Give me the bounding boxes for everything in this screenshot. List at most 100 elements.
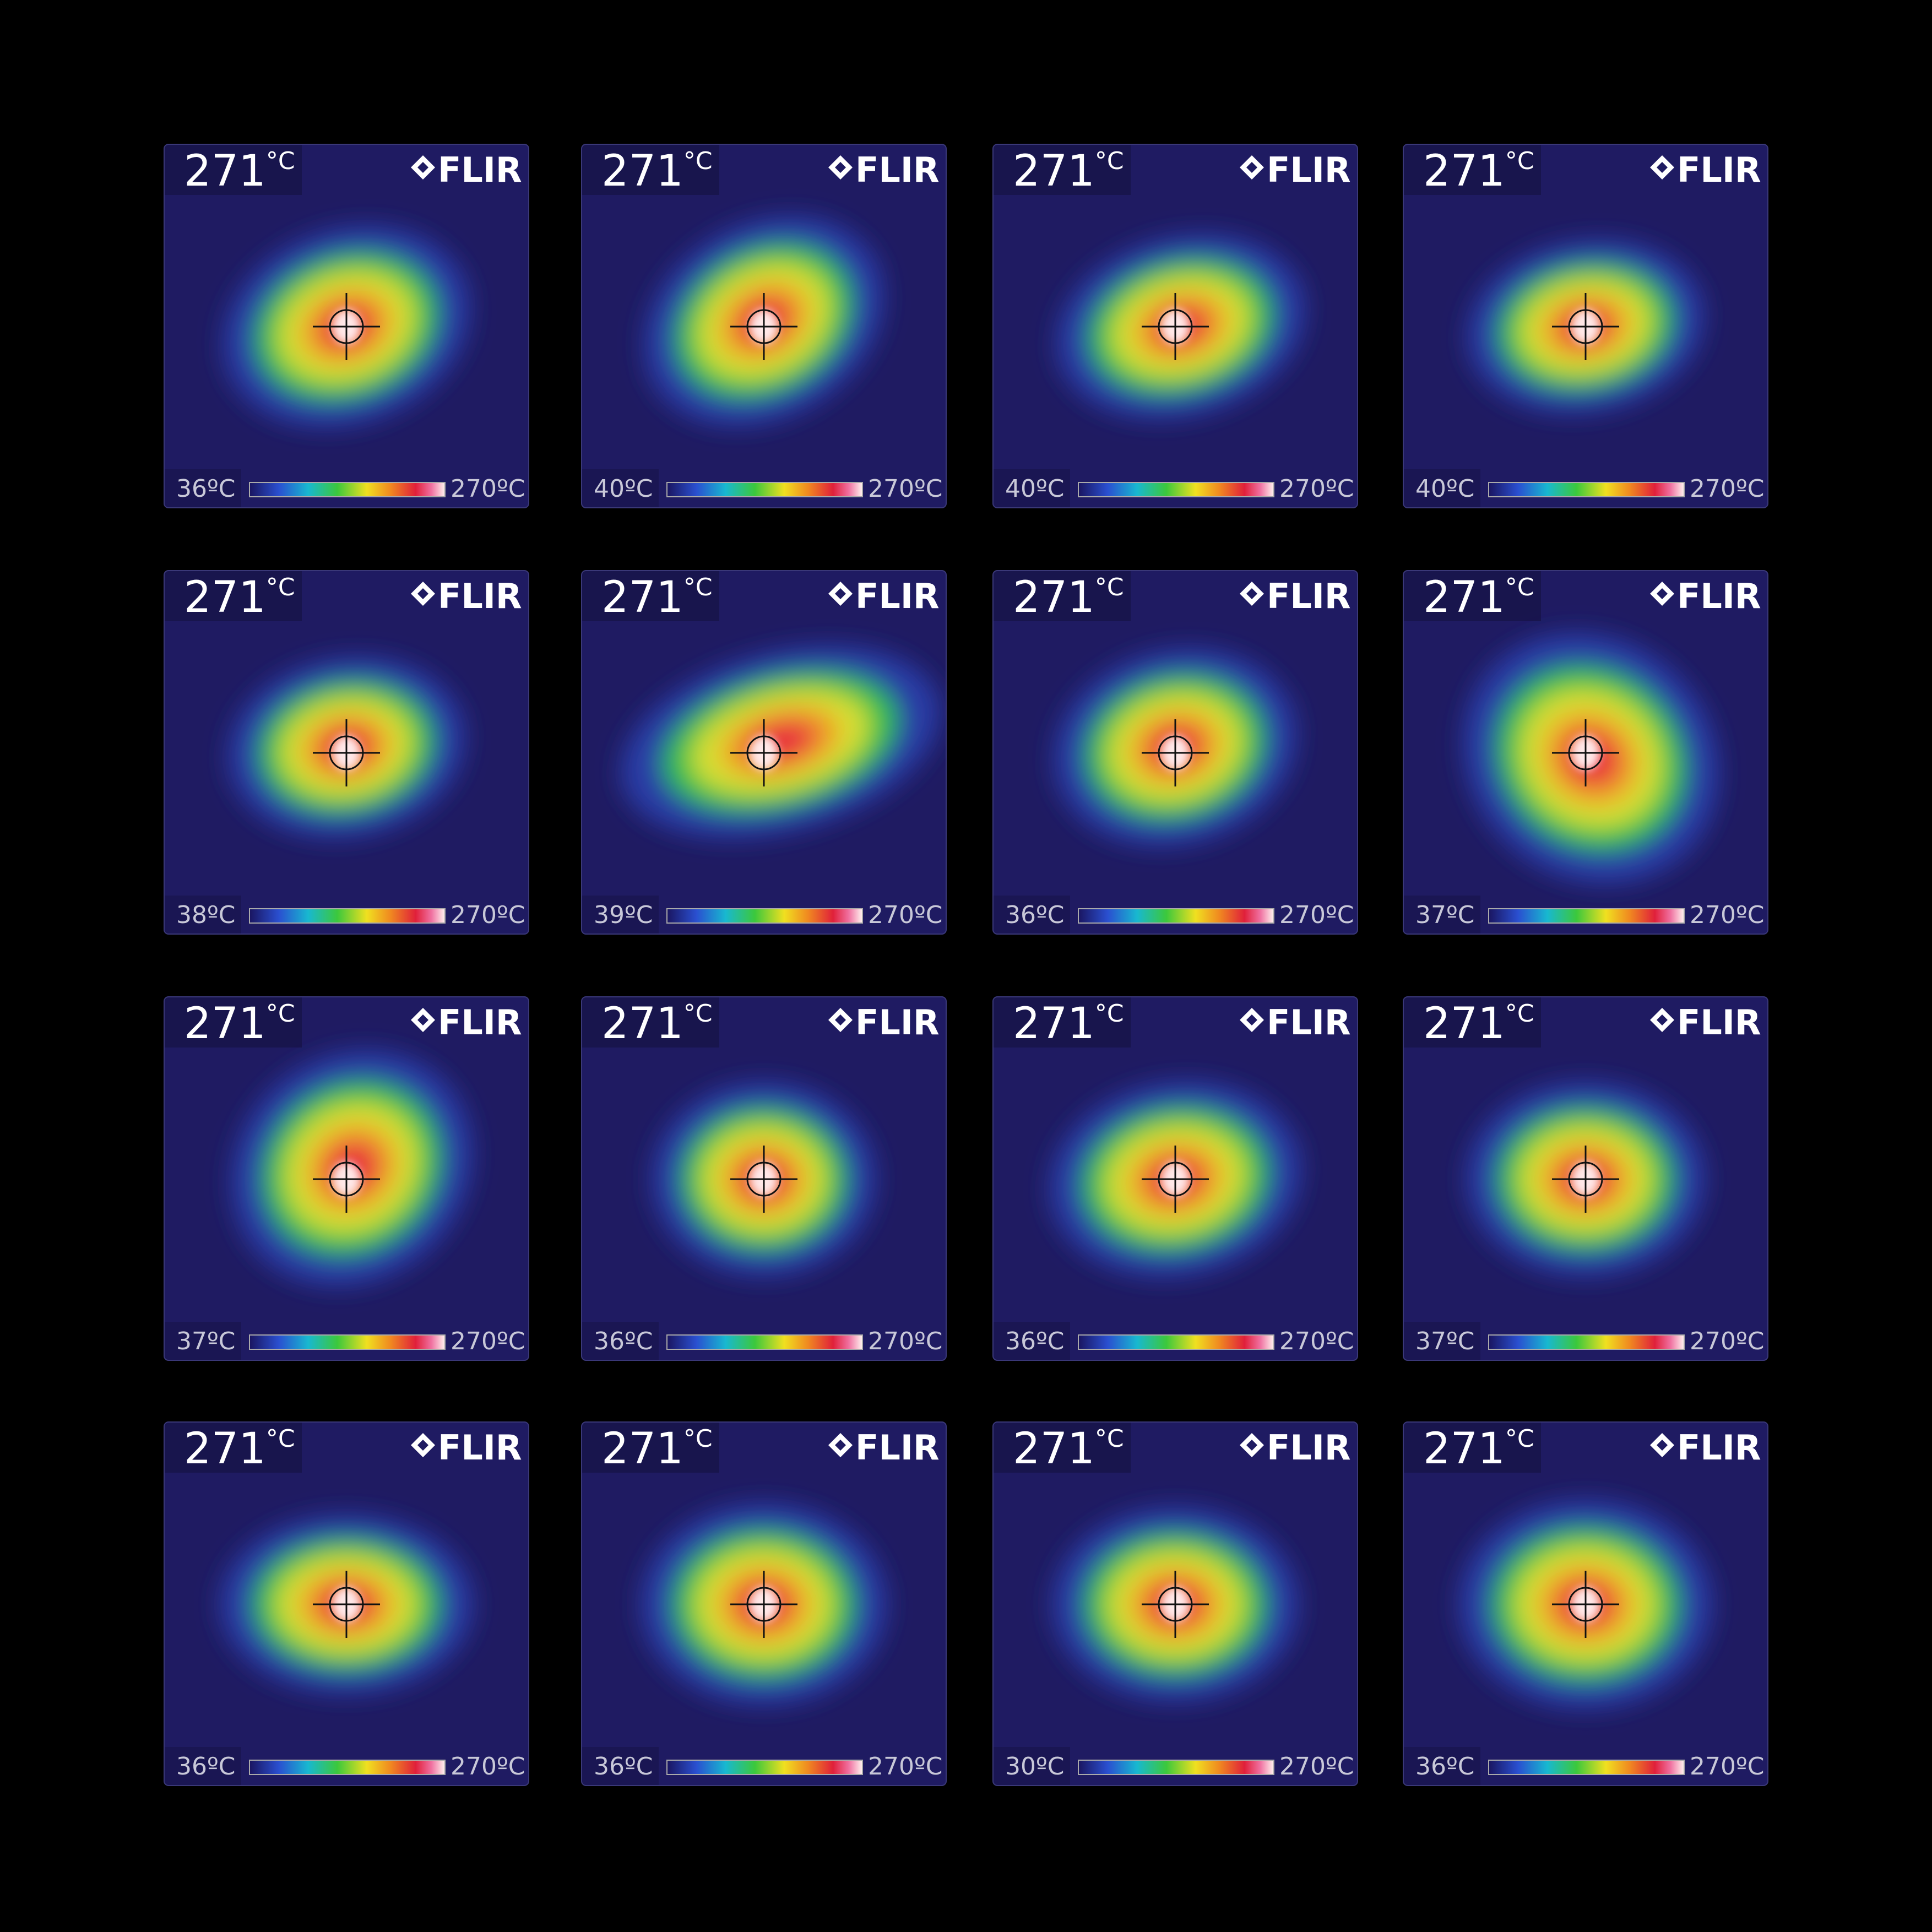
spot-unit: °C	[1095, 573, 1124, 601]
spot-unit: °C	[683, 147, 713, 175]
min-temperature: 37ºC	[176, 1327, 235, 1355]
thermal-panel: 271°C FLIR 40ºC 270ºC	[1403, 144, 1768, 508]
flir-logo-mark	[411, 155, 435, 180]
panel-border	[992, 996, 1358, 1361]
color-scale	[666, 908, 863, 924]
min-temperature: 37ºC	[1415, 1327, 1474, 1355]
thermal-panel: 271°C FLIR 30ºC 270ºC	[992, 1421, 1358, 1786]
thermal-panel: 271°C FLIR 36ºC 270ºC	[581, 996, 947, 1361]
thermal-image	[582, 571, 946, 934]
max-temperature: 270ºC	[1690, 475, 1764, 503]
color-scale	[1078, 482, 1274, 497]
max-temperature: 270ºC	[1279, 901, 1354, 929]
spot-unit: °C	[266, 147, 295, 175]
thermal-panel: 271°C FLIR 40ºC 270ºC	[992, 144, 1358, 508]
spot-unit: °C	[683, 1000, 713, 1028]
spot-value: 271	[184, 146, 266, 196]
panel-border	[1403, 570, 1768, 935]
spot-temperature: 271°C	[1423, 573, 1534, 622]
spot-temperature: 271°C	[601, 1424, 713, 1474]
flir-logo: FLIR	[1267, 1428, 1351, 1468]
heat-blob	[1052, 1507, 1298, 1701]
flir-logo-mark	[828, 1008, 853, 1032]
min-label-bg	[1403, 896, 1480, 934]
min-label-bg	[1403, 1747, 1480, 1786]
spot-temperature: 271°C	[1013, 999, 1124, 1049]
spot-value: 271	[601, 146, 683, 196]
flir-logo: FLIR	[1677, 1002, 1761, 1043]
flir-logo: FLIR	[438, 576, 522, 616]
panel-border	[581, 1421, 947, 1786]
min-label-bg	[164, 469, 241, 508]
min-label-bg	[1403, 1322, 1480, 1360]
spot-value: 271	[1013, 999, 1095, 1049]
thermal-image	[164, 997, 529, 1360]
spot-label-bg	[582, 571, 719, 621]
thermal-panel: 271°C FLIR 37ºC 270ºC	[1403, 570, 1768, 935]
color-scale	[1488, 1334, 1685, 1350]
thermal-image	[582, 997, 946, 1360]
thermal-panel: 271°C FLIR 36ºC 270ºC	[992, 996, 1358, 1361]
color-scale	[1078, 1334, 1274, 1350]
max-temperature: 270ºC	[451, 901, 525, 929]
min-label-bg	[993, 896, 1070, 934]
flir-logo-mark	[828, 1433, 853, 1457]
spot-value: 271	[184, 999, 266, 1049]
flir-logo: FLIR	[1677, 150, 1761, 190]
spot-unit: °C	[266, 1000, 295, 1028]
max-temperature: 270ºC	[451, 475, 525, 503]
spot-temperature: 271°C	[1423, 146, 1534, 196]
flir-logo: FLIR	[1677, 576, 1761, 616]
min-label-bg	[582, 1747, 659, 1786]
spot-label-bg	[582, 144, 719, 195]
spot-value: 271	[1423, 573, 1505, 622]
thermal-image	[993, 1422, 1358, 1786]
color-scale	[1078, 1760, 1274, 1775]
spot-temperature: 271°C	[1013, 146, 1124, 196]
flir-logo: FLIR	[855, 1428, 940, 1468]
min-temperature: 36ºC	[176, 1752, 235, 1781]
max-temperature: 270ºC	[451, 1327, 525, 1355]
flir-logo: FLIR	[438, 1002, 522, 1043]
flir-logo: FLIR	[438, 1428, 522, 1468]
flir-logo-mark	[1240, 155, 1264, 180]
spot-value: 271	[1423, 146, 1505, 196]
thermal-panel: 271°C FLIR 38ºC 270ºC	[164, 570, 529, 935]
min-temperature: 36ºC	[594, 1327, 653, 1355]
flir-logo: FLIR	[1677, 1428, 1761, 1468]
flir-logo-mark	[411, 1008, 435, 1032]
flir-logo-mark	[1650, 1433, 1674, 1457]
spot-temperature: 271°C	[184, 146, 295, 196]
flir-logo-mark	[828, 582, 853, 606]
panel-border	[164, 996, 529, 1361]
spot-unit: °C	[683, 573, 713, 601]
spot-unit: °C	[1505, 147, 1534, 175]
spot-temperature: 271°C	[601, 146, 713, 196]
panel-border	[581, 996, 947, 1361]
thermal-image	[164, 144, 529, 508]
thermal-image	[993, 571, 1358, 934]
spot-unit: °C	[266, 573, 295, 601]
spot-temperature: 271°C	[1013, 1424, 1124, 1474]
spot-value: 271	[1423, 999, 1505, 1049]
spot-value: 271	[601, 573, 683, 622]
min-temperature: 40ºC	[1005, 475, 1064, 503]
max-temperature: 270ºC	[1279, 1752, 1354, 1781]
min-temperature: 37ºC	[1415, 901, 1474, 929]
spot-label-bg	[164, 997, 302, 1048]
min-label-bg	[164, 1747, 241, 1786]
min-temperature: 36ºC	[176, 475, 235, 503]
flir-logo-mark	[828, 155, 853, 180]
panel-border	[1403, 996, 1768, 1361]
panel-border	[1403, 144, 1768, 508]
max-temperature: 270ºC	[1279, 1327, 1354, 1355]
spot-value: 271	[1013, 1424, 1095, 1474]
spot-unit: °C	[1505, 1000, 1534, 1028]
color-scale	[1078, 908, 1274, 924]
spot-label-bg	[164, 1422, 302, 1473]
spot-value: 271	[601, 1424, 683, 1474]
max-temperature: 270ºC	[451, 1752, 525, 1781]
max-temperature: 270ºC	[1690, 1752, 1764, 1781]
spot-temperature: 271°C	[1423, 999, 1534, 1049]
